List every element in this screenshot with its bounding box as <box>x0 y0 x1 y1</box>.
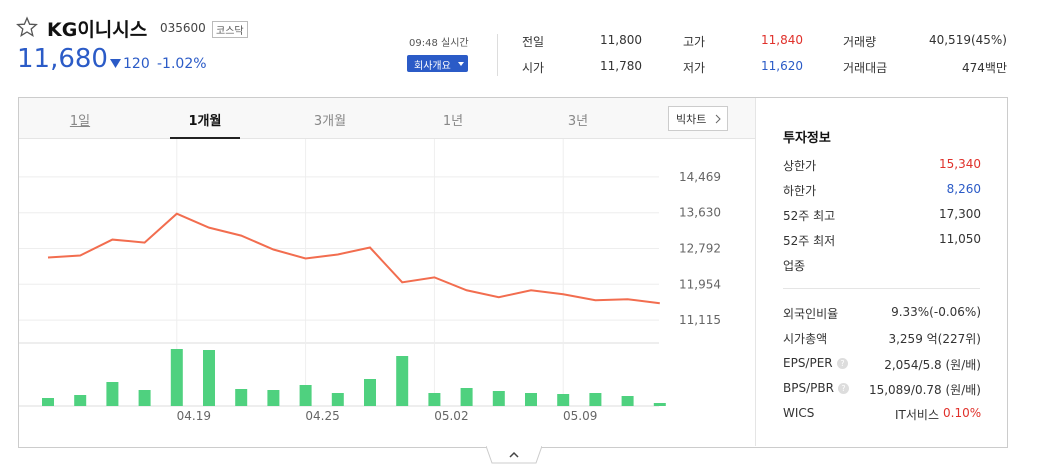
quote-value: 11,840 <box>761 33 803 47</box>
info-value: 3,259 억(227위) <box>888 332 981 347</box>
panel-divider <box>755 98 756 446</box>
info-extra: 0.10% <box>943 406 982 421</box>
chevron-right <box>715 114 721 124</box>
quote-label: 저가 <box>683 61 706 75</box>
stock-name: KG이니시스 <box>47 19 148 41</box>
tab[interactable]: 3년 <box>567 114 589 129</box>
info-label: WICS <box>783 406 815 421</box>
info-value: 2,054/5.8 (원/배) <box>884 357 981 372</box>
volume-bar <box>235 389 248 406</box>
company-button[interactable]: 회사개요 <box>407 55 468 72</box>
info-label: 52주 최고 <box>783 209 836 223</box>
time: 09:48 실시간 <box>409 38 469 49</box>
quote-label: 거래량 <box>843 35 877 49</box>
volume-bar <box>170 349 183 406</box>
change-rate: -1.02% <box>157 56 207 72</box>
company-button-label: 회사개요 <box>414 61 451 72</box>
market-badge: 코스닥 <box>212 21 248 38</box>
info-separator <box>783 288 980 289</box>
volume-bar <box>364 379 376 406</box>
y-tick-label: 14,469 <box>679 170 721 184</box>
help-icon[interactable]: ? <box>837 357 848 369</box>
x-tick-label: 04.25 <box>305 409 339 423</box>
y-tick-label: 12,792 <box>679 241 721 255</box>
volume-bar <box>557 394 570 406</box>
collapse-tab[interactable] <box>486 446 542 464</box>
tab-bar <box>19 98 755 139</box>
info-label: 외국인비율 <box>783 307 839 321</box>
info-value: IT서비스 <box>895 408 939 423</box>
y-tick-label: 11,954 <box>679 277 721 291</box>
invest-title: 투자정보 <box>783 131 831 146</box>
quote-label: 전일 <box>522 35 545 49</box>
volume-bar <box>492 391 505 406</box>
volume-bar <box>428 393 441 406</box>
quote-label: 고가 <box>683 35 706 49</box>
x-tick-label: 05.09 <box>563 409 597 423</box>
info-value: 8,260 <box>946 182 981 196</box>
tab[interactable]: 1개월 <box>188 114 222 129</box>
info-label: 52주 최저 <box>783 234 836 248</box>
volume-bar <box>621 396 634 406</box>
y-tick-label: 13,630 <box>679 206 721 220</box>
quote-value: 11,800 <box>600 33 642 47</box>
volume-bar <box>589 393 602 406</box>
volume-bar <box>460 388 473 406</box>
chart: 11,115 11,954 12,792 13,630 14,469 04.19 04.25… <box>19 139 721 423</box>
x-tick-label: 05.02 <box>434 409 468 423</box>
info-label: 시가총액 <box>783 332 828 347</box>
quote-label: 거래대금 <box>843 61 888 75</box>
tab-active-line <box>170 137 240 139</box>
stock-code: 035600 <box>160 21 206 35</box>
info-label: 상한가 <box>783 159 817 173</box>
info-value: 15,340 <box>939 157 981 171</box>
volume-bar <box>396 356 409 406</box>
info-value: 11,050 <box>939 232 981 246</box>
favorite-star[interactable] <box>16 16 38 38</box>
volume-bar <box>42 398 54 406</box>
divider <box>497 34 498 76</box>
tab[interactable]: 1일 <box>69 114 91 129</box>
volume-bar <box>138 390 151 406</box>
dropdown-caret <box>458 62 464 66</box>
info-value: 9.33%(-0.06%) <box>891 305 981 319</box>
volume-bar <box>653 403 666 406</box>
volume-bar <box>74 395 87 406</box>
volume-bar <box>525 393 537 406</box>
quote-value: 40,519(45%) <box>928 33 1007 47</box>
price-line <box>47 212 660 305</box>
x-tick-label: 04.19 <box>177 409 211 423</box>
info-label: BPS/PBR <box>783 380 834 395</box>
change: 120 <box>123 56 150 72</box>
quote-label: 시가 <box>522 61 545 75</box>
volume-bar <box>267 390 280 406</box>
info-label: EPS/PER <box>783 355 833 370</box>
quote-value: 11,780 <box>600 59 642 73</box>
volume-bar <box>106 382 119 406</box>
tab[interactable]: 1년 <box>442 114 464 129</box>
volume-bar <box>203 350 215 406</box>
down-arrow <box>110 59 121 68</box>
tab[interactable]: 3개월 <box>313 114 347 129</box>
volume-bar <box>331 393 344 406</box>
big-chart-label: 빅차트 <box>676 113 707 126</box>
quote-value: 11,620 <box>761 59 803 73</box>
quote-value: 474백만 <box>962 61 1007 75</box>
big-chart-button[interactable]: 빅차트 <box>668 106 728 131</box>
info-label: 하한가 <box>783 184 817 198</box>
info-value: 15,089/0.78 (원/배) <box>868 382 981 397</box>
info-value: 17,300 <box>939 207 981 221</box>
info-label: 업종 <box>783 259 806 273</box>
volume-bar <box>299 385 312 406</box>
price: 11,680 <box>17 44 108 74</box>
y-tick-label: 11,115 <box>679 313 721 327</box>
help-icon[interactable]: ? <box>838 382 849 394</box>
